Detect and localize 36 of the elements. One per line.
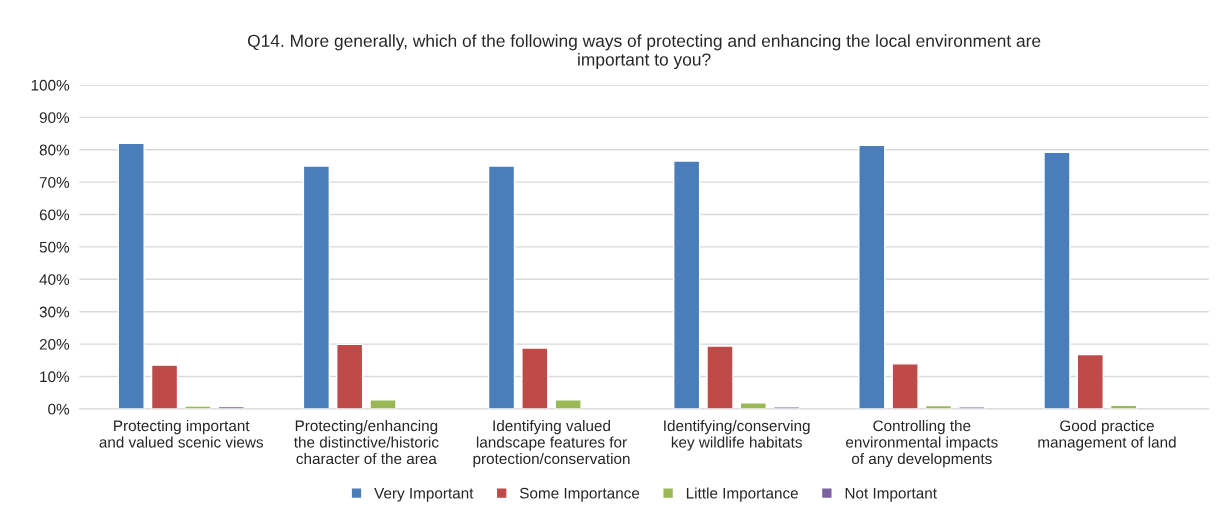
x-tick-label: Controlling the environmental impacts of any developments bbox=[846, 419, 998, 468]
x-tick-label: Identifying/conserving key wildlife habitats bbox=[664, 419, 810, 451]
bar bbox=[369, 399, 397, 409]
bar bbox=[336, 343, 364, 409]
chart-title: Q14. More generally, which of the following ways of protecting and enhancing the local environment are important to you? bbox=[247, 34, 1041, 70]
x-tick-label: Protecting/enhancing the distinctive/historic character of the area bbox=[293, 419, 439, 465]
bar bbox=[858, 144, 886, 409]
legend-label: Very Important bbox=[374, 487, 474, 502]
y-tick-label: 100% bbox=[31, 79, 70, 91]
legend-label: Some Importance bbox=[519, 487, 640, 502]
bar bbox=[150, 364, 179, 409]
bar bbox=[554, 399, 582, 409]
y-tick-label: 20% bbox=[39, 338, 70, 350]
y-tick-label: 30% bbox=[39, 306, 70, 318]
bar bbox=[521, 347, 549, 409]
x-tick-label: Protecting important and valued scenic views bbox=[99, 419, 264, 448]
bar bbox=[673, 160, 701, 409]
y-tick-label: 60% bbox=[39, 209, 70, 221]
x-tick-label: Good practice management of land bbox=[1038, 419, 1176, 451]
y-tick-label: 70% bbox=[39, 177, 70, 188]
bar bbox=[487, 165, 516, 409]
x-tick-label: Identifying valued landscape features for protection/conservation bbox=[473, 419, 630, 468]
legend-label: Little Importance bbox=[686, 487, 798, 502]
bar bbox=[706, 345, 734, 409]
y-tick-label: 40% bbox=[39, 274, 70, 285]
bar bbox=[302, 165, 331, 409]
y-tick-label: 80% bbox=[39, 144, 70, 156]
y-tick-label: 10% bbox=[40, 371, 70, 383]
y-tick-label: 50% bbox=[39, 241, 70, 253]
y-tick-label: 0% bbox=[48, 403, 70, 415]
bar bbox=[117, 142, 145, 409]
bar bbox=[891, 363, 919, 409]
bar bbox=[1043, 151, 1071, 409]
y-tick-label: 90% bbox=[39, 112, 70, 124]
legend-label: Not Important bbox=[845, 487, 937, 502]
bar bbox=[1076, 353, 1104, 409]
